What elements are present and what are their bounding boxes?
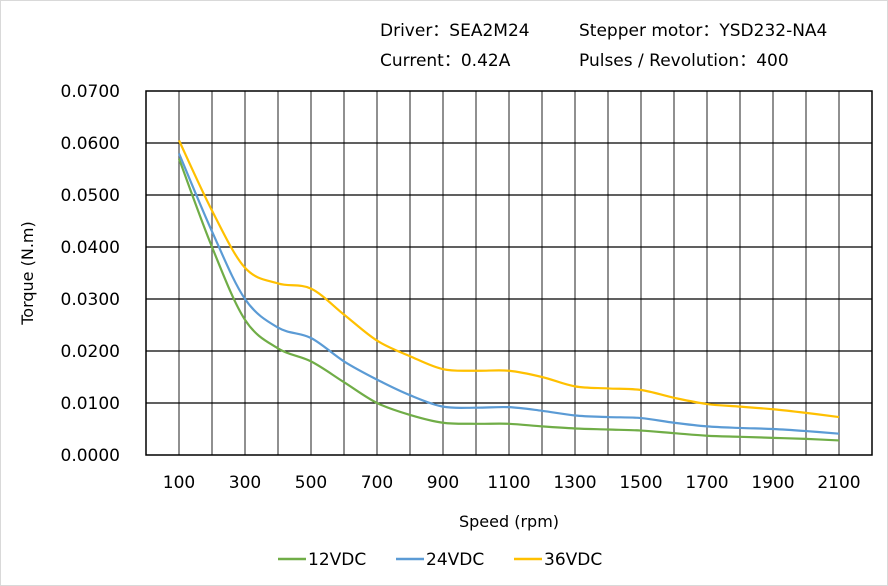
x-tick-label: 700	[361, 473, 393, 493]
series-line-24vdc	[177, 152, 840, 435]
legend-label-24vdc: 24VDC	[426, 550, 484, 570]
plot-border	[145, 90, 873, 456]
y-tick-label: 0.0300	[61, 290, 120, 310]
series-line-12vdc	[177, 158, 840, 442]
x-tick-label: 1500	[619, 473, 662, 493]
x-tick-label: 900	[427, 473, 459, 493]
series-line-36vdc	[178, 139, 840, 419]
y-tick-label: 0.0700	[61, 82, 120, 102]
y-tick-label: 0.0200	[61, 342, 120, 362]
x-tick-label: 300	[229, 473, 261, 493]
x-tick-label: 1300	[553, 473, 596, 493]
x-tick-label: 100	[163, 473, 195, 493]
x-tick-label: 1700	[685, 473, 728, 493]
driver-label: Driver：SEA2M24	[380, 21, 530, 41]
current-label: Current：0.42A	[380, 51, 511, 71]
x-tick-label: 2100	[817, 473, 860, 493]
y-tick-label: 0.0500	[61, 186, 120, 206]
legend-label-12vdc: 12VDC	[308, 550, 366, 570]
x-axis-label: Speed (rpm)	[459, 512, 559, 531]
y-tick-label: 0.0000	[61, 446, 120, 466]
legend-label-36vdc: 36VDC	[544, 550, 602, 570]
motor-label: Stepper motor：YSD232-NA4	[579, 21, 828, 41]
y-tick-label: 0.0400	[61, 238, 120, 258]
x-tick-label: 500	[295, 473, 327, 493]
x-tick-label: 1900	[751, 473, 794, 493]
pulses-label: Pulses / Revolution：400	[579, 51, 789, 71]
x-tick-label: 1100	[487, 473, 530, 493]
y-tick-label: 0.0100	[61, 394, 120, 414]
y-axis-label: Torque (N.m)	[18, 221, 37, 326]
y-tick-label: 0.0600	[61, 134, 120, 154]
